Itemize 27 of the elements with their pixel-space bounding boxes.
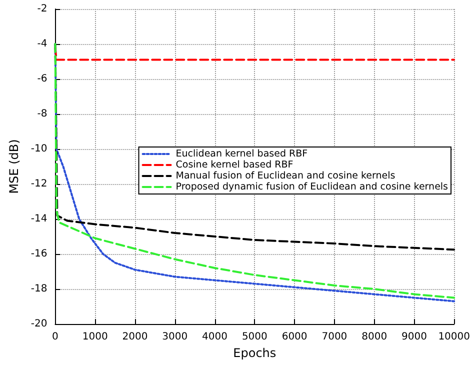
legend-label: Proposed dynamic fusion of Euclidean and cosine kernels <box>176 182 448 192</box>
x-tick-label: 6000 <box>282 332 308 342</box>
x-tick-label: 3000 <box>162 332 188 342</box>
x-tick-label: 2000 <box>122 332 148 342</box>
y-tick-label: -20 <box>30 318 48 330</box>
y-tick-label: -6 <box>37 74 48 84</box>
x-tick-label: 9000 <box>401 332 427 342</box>
y-tick-label: -4 <box>37 38 48 50</box>
legend-label: Cosine kernel based RBF <box>176 160 294 170</box>
y-axis-title: MSE (dB) <box>7 139 21 194</box>
y-tick-label: -10 <box>30 144 48 154</box>
y-tick-label: -2 <box>37 4 48 14</box>
x-tick-label: 8000 <box>362 332 388 342</box>
y-tick-label: -18 <box>30 284 48 294</box>
legend-label: Euclidean kernel based RBF <box>176 148 308 160</box>
x-tick-label: 1000 <box>82 332 108 342</box>
x-tick-label: 7000 <box>322 332 348 342</box>
x-tick-label: 0 <box>52 332 58 342</box>
legend-label: Manual fusion of Euclidean and cosine kernels <box>176 170 396 182</box>
y-tick-label: -8 <box>37 108 48 120</box>
x-tick-label: 5000 <box>242 332 268 342</box>
y-tick-label: -12 <box>30 178 48 190</box>
y-tick-label: -14 <box>30 214 48 224</box>
x-axis-title: Epochs <box>233 346 276 360</box>
y-tick-label: -16 <box>30 248 48 260</box>
x-tick-label: 4000 <box>202 332 228 342</box>
x-tick-label: 10000 <box>438 332 470 342</box>
